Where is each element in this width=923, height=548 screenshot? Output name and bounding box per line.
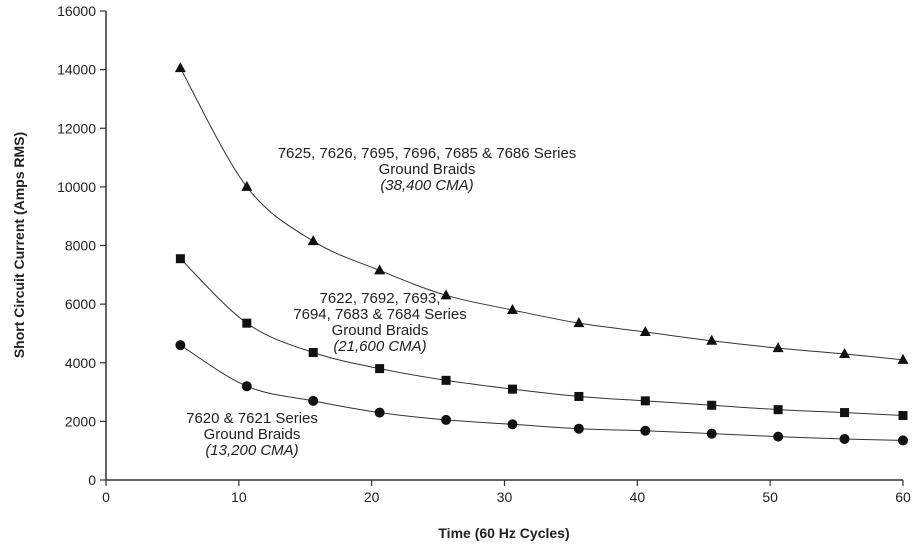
data-point-circle: [175, 340, 186, 351]
data-point-circle: [441, 414, 452, 425]
data-point-circle: [839, 433, 850, 444]
x-tick-label: 50: [762, 489, 778, 505]
data-point-triangle: [706, 334, 718, 345]
y-tick-label: 2000: [65, 413, 96, 429]
x-tick-label: 30: [497, 489, 513, 505]
data-point-square: [898, 411, 908, 421]
x-tick-label: 20: [364, 489, 380, 505]
data-point-square: [507, 384, 517, 394]
y-tick-label: 12000: [57, 120, 96, 136]
data-point-circle: [374, 407, 385, 418]
annotation-line: 7625, 7626, 7695, 7696, 7685 & 7686 Seri…: [278, 145, 577, 162]
data-point-circle: [308, 395, 319, 406]
data-point-circle: [573, 423, 584, 434]
data-point-triangle: [506, 303, 518, 314]
data-point-triangle: [241, 180, 253, 191]
annotation-line: Ground Braids: [332, 322, 429, 339]
series-annotation-square: 7622, 7692, 7693,7694, 7683 & 7684 Serie…: [293, 290, 466, 355]
data-point-circle: [507, 419, 518, 430]
data-point-circle: [241, 381, 252, 392]
data-point-triangle: [174, 62, 186, 73]
data-point-circle: [706, 428, 717, 439]
x-axis-title: Time (60 Hz Cycles): [438, 525, 569, 541]
x-tick-label: 40: [630, 489, 646, 505]
data-point-triangle: [573, 317, 585, 328]
annotation-cma: (21,600 CMA): [333, 338, 426, 355]
series-layer: [174, 62, 909, 446]
data-point-triangle: [897, 353, 909, 364]
data-point-triangle: [440, 289, 452, 300]
data-point-square: [308, 347, 318, 357]
axes: 0 2000 4000 6000 8000 10000 12000 14000 16000 0 10…: [57, 3, 911, 505]
data-point-square: [707, 400, 717, 410]
data-point-triangle: [374, 264, 386, 275]
y-tick-label: 0: [88, 472, 96, 488]
data-point-square: [375, 364, 385, 374]
data-point-square: [175, 254, 185, 264]
annotation-cma: (13,200 CMA): [205, 442, 298, 459]
annotations: 7625, 7626, 7695, 7696, 7685 & 7686 Seri…: [186, 145, 576, 459]
series-square: [175, 254, 908, 421]
data-point-triangle: [839, 347, 851, 358]
y-tick-label: 8000: [65, 238, 96, 254]
data-point-square: [773, 405, 783, 415]
x-tick-label: 0: [102, 489, 110, 505]
y-tick-label: 14000: [57, 62, 96, 78]
series-triangle: [174, 62, 909, 364]
series-line-triangle: [179, 67, 904, 361]
data-point-square: [840, 408, 850, 418]
y-tick-label: 4000: [65, 355, 96, 371]
y-tick-label: 16000: [57, 3, 96, 19]
data-point-triangle: [307, 235, 319, 246]
annotation-line: Ground Braids: [204, 426, 301, 443]
data-point-square: [441, 375, 451, 385]
data-point-circle: [773, 431, 784, 442]
y-tick-label: 6000: [65, 296, 96, 312]
series-annotation-triangle: 7625, 7626, 7695, 7696, 7685 & 7686 Seri…: [278, 145, 577, 194]
y-tick-label: 10000: [57, 179, 96, 195]
y-axis-title: Short Circuit Current (Amps RMS): [11, 132, 27, 358]
series-circle: [175, 340, 908, 446]
data-point-triangle: [772, 342, 784, 353]
annotation-line: 7622, 7692, 7693,: [320, 290, 441, 307]
data-point-square: [574, 391, 584, 401]
data-point-circle: [640, 425, 651, 436]
x-tick-label: 10: [231, 489, 247, 505]
data-point-square: [242, 318, 252, 328]
data-point-square: [640, 396, 650, 406]
data-point-triangle: [639, 325, 651, 336]
series-line-square: [180, 258, 904, 417]
annotation-line: Ground Braids: [379, 161, 476, 178]
annotation-line: 7694, 7683 & 7684 Series: [293, 306, 466, 323]
annotation-cma: (38,400 CMA): [380, 177, 473, 194]
data-point-circle: [898, 435, 908, 446]
x-tick-label: 60: [895, 489, 911, 505]
annotation-line: 7620 & 7621 Series: [186, 410, 318, 427]
